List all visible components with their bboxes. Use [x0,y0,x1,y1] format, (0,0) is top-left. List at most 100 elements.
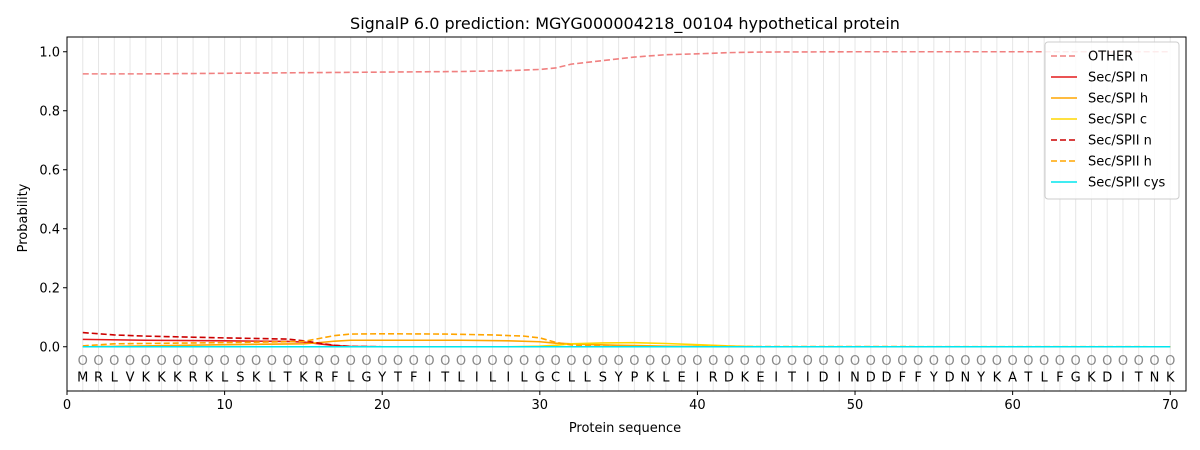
residue-label: I [696,370,700,385]
residue-label: L [347,370,355,385]
residue-label: M [77,370,88,385]
residue-label: G [361,370,371,385]
region-label: O [944,354,954,369]
residue-label: L [111,370,119,385]
region-label: O [535,354,545,369]
residue-label: D [724,370,734,385]
region-label: O [141,354,151,369]
x-tick-label: 10 [216,398,233,413]
region-label: O [1165,354,1175,369]
region-label: O [724,354,734,369]
residue-label: V [126,370,135,385]
y-axis-label: Probability [16,183,31,252]
legend-label: Sec/SPI h [1088,92,1148,107]
legend-label: Sec/SPI c [1088,113,1147,128]
residue-label: I [475,370,479,385]
region-label: O [976,354,986,369]
region-label: O [519,354,529,369]
region-label: O [677,354,687,369]
legend: OTHER Sec/SPI n Sec/SPI h Sec/SPI c Sec/SPII… [1044,41,1180,200]
residue-label: L [457,370,465,385]
residue-label: K [205,370,214,385]
region-label: O [1023,354,1033,369]
chart-title: SignalP 6.0 prediction: MGYG000004218_00… [350,14,900,34]
region-label: O [881,354,891,369]
residue-label: E [678,370,686,385]
residue-label: F [899,370,906,385]
region-label: O [1149,354,1159,369]
region-label: O [645,354,655,369]
region-label: O [346,354,356,369]
region-label: O [771,354,781,369]
residue-label: I [428,370,432,385]
region-label: O [566,354,576,369]
region-label: O [503,354,513,369]
region-label: O [850,354,860,369]
residue-label: T [787,370,796,385]
region-label: O [267,354,277,369]
plot-frame [66,36,1187,392]
region-label: O [283,354,293,369]
residue-label: K [173,370,182,385]
region-label: O [1086,354,1096,369]
y-tick-label: 0.6 [39,163,60,178]
y-tick-label: 0.4 [39,222,60,237]
region-label: O [172,354,182,369]
region-label: O [361,354,371,369]
residue-label: Y [377,370,386,385]
residue-label: D [1102,370,1112,385]
region-label: O [708,354,718,369]
region-label: O [93,354,103,369]
region-label: O [235,354,245,369]
region-label: O [188,354,198,369]
region-label: O [818,354,828,369]
y-tick-label: 0.0 [39,340,60,355]
residue-label: L [662,370,670,385]
residue-label: D [866,370,876,385]
residue-label: S [236,370,244,385]
residue-label: D [818,370,828,385]
region-label: O [1008,354,1018,369]
y-tick-label: 0.8 [39,104,60,119]
residue-label: S [599,370,607,385]
x-tick-label: 60 [1004,398,1021,413]
region-label: O [550,354,560,369]
region-label: O [582,354,592,369]
x-tick-label: 70 [1162,398,1179,413]
x-axis-label: Protein sequence [569,421,681,436]
residue-label: R [315,370,324,385]
legend-label: Sec/SPII h [1088,155,1152,170]
region-label: O [834,354,844,369]
residue-label: L [489,370,497,385]
legend-label: OTHER [1088,50,1133,65]
region-label: O [330,354,340,369]
region-label: O [219,354,229,369]
residue-label: T [440,370,449,385]
residue-label: K [646,370,655,385]
region-label: O [614,354,624,369]
region-label: O [661,354,671,369]
region-label: O [787,354,797,369]
region-label: O [377,354,387,369]
region-label: O [424,354,434,369]
residue-label: K [252,370,261,385]
x-tick-label: 40 [689,398,706,413]
region-label: O [393,354,403,369]
residue-label: I [1121,370,1125,385]
x-tick-label: 20 [374,398,391,413]
residue-label: G [535,370,545,385]
region-label: O [409,354,419,369]
legend-label: Sec/SPII cys [1088,176,1166,191]
x-tick-label: 0 [63,398,71,413]
residue-label: K [740,370,749,385]
residue-label: R [709,370,718,385]
region-label: O [1134,354,1144,369]
region-label: O [314,354,324,369]
residue-label: N [960,370,970,385]
residue-label: N [1150,370,1160,385]
region-label: O [598,354,608,369]
legend-box [1044,41,1180,200]
residue-label: L [568,370,576,385]
